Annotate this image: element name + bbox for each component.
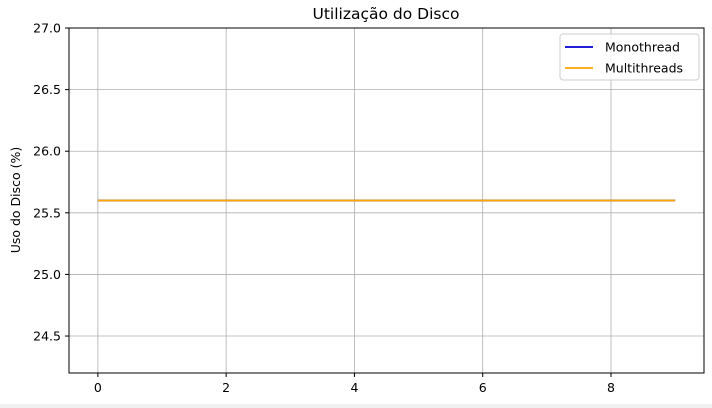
legend: Monothread Multithreads — [559, 33, 700, 81]
x-tick-label: 0 — [94, 380, 102, 395]
y-axis-label: Uso do Disco (%) — [8, 147, 23, 254]
chart-title: Utilização do Disco — [313, 5, 460, 23]
y-tick-label: 25.5 — [33, 205, 61, 220]
x-tick-label: 8 — [607, 380, 615, 395]
plot-area-frame — [68, 27, 705, 374]
axis-ticks: 0 2 4 6 8 24.5 25.0 25.5 26.0 26.5 27.0 — [33, 21, 615, 396]
y-tick-label: 26.0 — [33, 144, 61, 159]
x-tick-label: 4 — [350, 380, 358, 395]
legend-label: Monothread — [605, 40, 680, 55]
y-tick-label: 27.0 — [33, 21, 61, 36]
y-tick-label: 24.5 — [33, 329, 61, 344]
bottom-strip — [0, 404, 712, 408]
x-tick-label: 6 — [479, 380, 487, 395]
y-tick-label: 25.0 — [33, 267, 61, 282]
legend-label: Multithreads — [605, 61, 683, 76]
y-tick-label: 26.5 — [33, 82, 61, 97]
x-tick-label: 2 — [222, 380, 230, 395]
legend-box — [559, 33, 700, 81]
